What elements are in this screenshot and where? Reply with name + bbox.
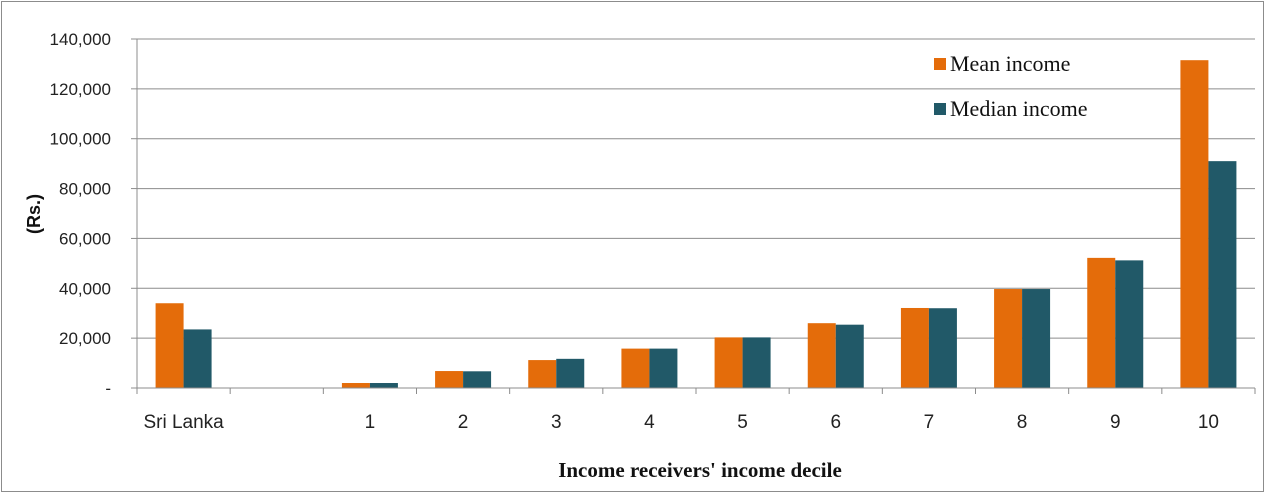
- bar-mean-income: [714, 337, 743, 388]
- y-tick-label: 60,000: [59, 229, 111, 248]
- x-tick-label: Sri Lanka: [143, 412, 224, 433]
- bar-mean-income: [900, 307, 929, 388]
- bar-median-income: [649, 348, 678, 388]
- legend-label-mean: Mean income: [950, 51, 1070, 76]
- axes: [131, 38, 1256, 394]
- y-tick-label: 120,000: [50, 80, 111, 99]
- x-tick-label: 5: [737, 412, 748, 433]
- y-tick-label: -: [105, 379, 111, 398]
- y-tick-label: 140,000: [50, 30, 111, 49]
- bar-mean-income: [807, 323, 836, 388]
- bar-median-income: [556, 358, 585, 388]
- legend-swatch-mean: [934, 58, 946, 70]
- bar-median-income: [1115, 260, 1144, 388]
- bar-mean-income: [621, 348, 650, 388]
- x-tick-label: 3: [551, 412, 562, 433]
- y-axis-label: (Rs.): [24, 194, 44, 234]
- x-axis-label: Income receivers' income decile: [558, 458, 842, 482]
- y-tick-label: 100,000: [50, 130, 111, 149]
- bar-median-income: [463, 371, 492, 388]
- bar-median-income: [1208, 161, 1237, 388]
- bar-median-income: [742, 337, 771, 388]
- x-tick-label: 7: [924, 412, 935, 433]
- x-tick-label: 8: [1017, 412, 1028, 433]
- x-tick-label: 1: [365, 412, 376, 433]
- bar-median-income: [183, 329, 212, 388]
- y-tick-label: 80,000: [59, 180, 111, 199]
- bar-median-income: [1022, 289, 1051, 388]
- bars: [155, 60, 1237, 389]
- bar-mean-income: [1180, 60, 1209, 389]
- y-tick-labels: - 20,000 40,000 60,000 80,000 100,000 120,000 1…: [50, 30, 111, 398]
- x-tick-label: 4: [644, 412, 655, 433]
- bar-mean-income: [528, 360, 557, 388]
- bar-median-income: [928, 308, 957, 388]
- bar-mean-income: [994, 289, 1023, 388]
- legend-swatch-median: [934, 103, 946, 115]
- legend-label-median: Median income: [950, 96, 1087, 121]
- y-tick-label: 20,000: [59, 329, 111, 348]
- bar-mean-income: [435, 371, 464, 388]
- gridlines: [137, 38, 1255, 339]
- x-tick-label: 10: [1198, 412, 1219, 433]
- bar-mean-income: [341, 383, 370, 388]
- bar-median-income: [369, 383, 398, 388]
- x-tick-label: 9: [1110, 412, 1121, 433]
- x-tick-label: 2: [458, 412, 469, 433]
- legend: Mean income Median income: [934, 51, 1087, 121]
- bar-mean-income: [1087, 257, 1116, 388]
- x-tick-label: 6: [830, 412, 841, 433]
- bar-mean-income: [155, 303, 184, 388]
- x-tick-labels: Sri Lanka 1 2 3 4 5 6 7 8 9 10: [143, 412, 1219, 433]
- y-tick-label: 40,000: [59, 279, 111, 298]
- bar-median-income: [835, 324, 864, 388]
